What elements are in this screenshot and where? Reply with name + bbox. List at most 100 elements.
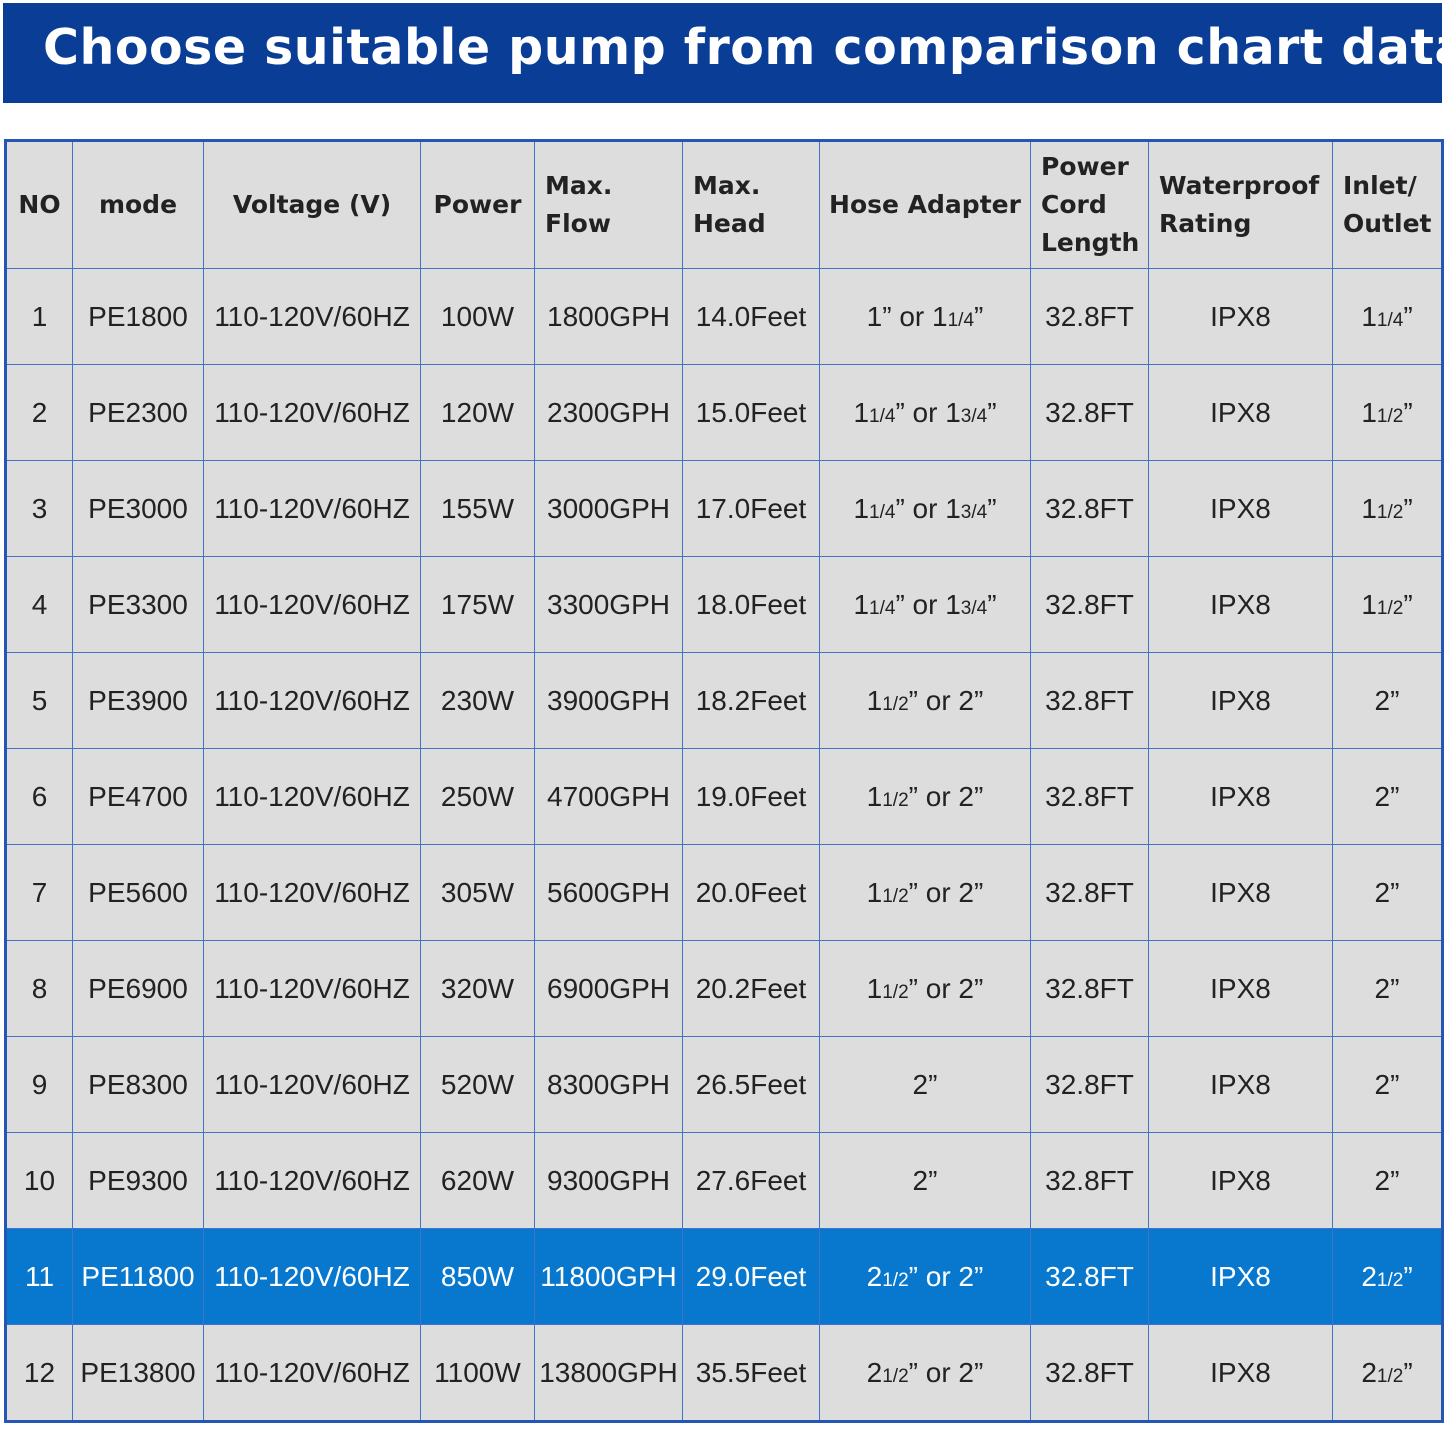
table-cell: 32.8FT <box>1030 748 1149 845</box>
table-cell: 11/2” or 2” <box>819 940 1031 1037</box>
table-cell: 5600GPH <box>534 844 683 941</box>
table-cell: 110-120V/60HZ <box>203 460 421 557</box>
table-cell: PE1800 <box>72 268 204 365</box>
table-cell: PE2300 <box>72 364 204 461</box>
table-cell: 850W <box>420 1228 535 1325</box>
table-cell: IPX8 <box>1148 556 1333 653</box>
table-cell: 2” <box>819 1132 1031 1229</box>
table-cell: 1 <box>5 268 73 365</box>
table-cell: PE3000 <box>72 460 204 557</box>
table-cell: 110-120V/60HZ <box>203 1324 421 1422</box>
table-cell: 2” <box>1332 1132 1443 1229</box>
table-cell: 250W <box>420 748 535 845</box>
table-cell: 110-120V/60HZ <box>203 364 421 461</box>
table-cell: 110-120V/60HZ <box>203 1228 421 1325</box>
column-header: NO <box>5 140 73 269</box>
table-cell: 3 <box>5 460 73 557</box>
table-row: 5 PE3900 110-120V/60HZ 230W 3900GPH 18.2Feet 1… <box>5 652 1443 749</box>
table-cell: 8300GPH <box>534 1036 683 1133</box>
table-row: 12 PE13800 110-120V/60HZ 1100W 13800GPH 35.5F… <box>5 1324 1443 1422</box>
table-cell: PE6900 <box>72 940 204 1037</box>
table-cell: IPX8 <box>1148 844 1333 941</box>
table-cell: 32.8FT <box>1030 1228 1149 1325</box>
table-cell: 110-120V/60HZ <box>203 748 421 845</box>
header-row: NO mode Voltage (V) Power Max. Flow Max. Head… <box>5 140 1443 269</box>
table-row: 1 PE1800 110-120V/60HZ 100W 1800GPH 14.0Feet 1… <box>5 268 1443 365</box>
table-cell: 110-120V/60HZ <box>203 940 421 1037</box>
table-cell: 2” <box>1332 1036 1443 1133</box>
table-cell: 6900GPH <box>534 940 683 1037</box>
table-cell: 100W <box>420 268 535 365</box>
table-head: NO mode Voltage (V) Power Max. Flow Max. Head… <box>5 140 1443 269</box>
table-cell: PE8300 <box>72 1036 204 1133</box>
table-cell: 110-120V/60HZ <box>203 1036 421 1133</box>
table-cell: 18.2Feet <box>682 652 820 749</box>
table-cell: 9300GPH <box>534 1132 683 1229</box>
table-cell: 2” <box>819 1036 1031 1133</box>
table-cell: 11/2” or 2” <box>819 748 1031 845</box>
table-cell: 11/4” or 13/4” <box>819 556 1031 653</box>
table-cell: 6 <box>5 748 73 845</box>
column-header: Power Cord Length <box>1030 140 1149 269</box>
column-header: Power <box>420 140 535 269</box>
table-cell: 620W <box>420 1132 535 1229</box>
table-cell: IPX8 <box>1148 460 1333 557</box>
table-cell: PE9300 <box>72 1132 204 1229</box>
table-cell: 11/4” or 13/4” <box>819 460 1031 557</box>
table-cell: 1800GPH <box>534 268 683 365</box>
table-row: 8 PE6900 110-120V/60HZ 320W 6900GPH 20.2Feet 1… <box>5 940 1443 1037</box>
table-cell: 32.8FT <box>1030 1132 1149 1229</box>
column-header: Max. Flow <box>534 140 683 269</box>
column-header: Max. Head <box>682 140 820 269</box>
table-row: 11 PE11800 110-120V/60HZ 850W 11800GPH 29.0Fe… <box>5 1228 1443 1325</box>
column-header: mode <box>72 140 204 269</box>
table-cell: 8 <box>5 940 73 1037</box>
table-row: 7 PE5600 110-120V/60HZ 305W 5600GPH 20.0Feet 1… <box>5 844 1443 941</box>
table-cell: 29.0Feet <box>682 1228 820 1325</box>
table-row: 4 PE3300 110-120V/60HZ 175W 3300GPH 18.0Feet 1… <box>5 556 1443 653</box>
table-cell: 12 <box>5 1324 73 1422</box>
title-banner: Choose suitable pump from comparison cha… <box>3 3 1445 103</box>
table-cell: 155W <box>420 460 535 557</box>
table-cell: 320W <box>420 940 535 1037</box>
column-header: Inlet/ Outlet <box>1332 140 1443 269</box>
table-cell: PE13800 <box>72 1324 204 1422</box>
table-cell: 11/2” or 2” <box>819 652 1031 749</box>
column-header: Waterproof Rating <box>1148 140 1333 269</box>
table-cell: 20.2Feet <box>682 940 820 1037</box>
table-row: 3 PE3000 110-120V/60HZ 155W 3000GPH 17.0Feet 1… <box>5 460 1443 557</box>
table-cell: 11800GPH <box>534 1228 683 1325</box>
table-cell: 10 <box>5 1132 73 1229</box>
table-row: 10 PE9300 110-120V/60HZ 620W 9300GPH 27.6Feet… <box>5 1132 1443 1229</box>
column-header: Hose Adapter <box>819 140 1031 269</box>
table-body: 1 PE1800 110-120V/60HZ 100W 1800GPH 14.0Feet 1… <box>5 268 1443 1422</box>
table-cell: 32.8FT <box>1030 940 1149 1037</box>
table-cell: 110-120V/60HZ <box>203 268 421 365</box>
table-cell: IPX8 <box>1148 748 1333 845</box>
table-cell: 11/4” <box>1332 268 1443 365</box>
table-cell: 175W <box>420 556 535 653</box>
table-cell: 11/2” <box>1332 364 1443 461</box>
table-cell: IPX8 <box>1148 1132 1333 1229</box>
table-cell: 110-120V/60HZ <box>203 844 421 941</box>
table-cell: 110-120V/60HZ <box>203 556 421 653</box>
table-cell: 13800GPH <box>534 1324 683 1422</box>
table-cell: 110-120V/60HZ <box>203 1132 421 1229</box>
table-cell: 2” <box>1332 844 1443 941</box>
table-cell: 32.8FT <box>1030 556 1149 653</box>
table-cell: PE3900 <box>72 652 204 749</box>
table-cell: 21/2” or 2” <box>819 1324 1031 1422</box>
table-cell: 9 <box>5 1036 73 1133</box>
title: Choose suitable pump from comparison cha… <box>43 19 1445 76</box>
table-cell: 1” or 11/4” <box>819 268 1031 365</box>
table-cell: 11 <box>5 1228 73 1325</box>
table-cell: 2 <box>5 364 73 461</box>
table-cell: 4700GPH <box>534 748 683 845</box>
table-cell: 2” <box>1332 940 1443 1037</box>
table-cell: 15.0Feet <box>682 364 820 461</box>
table-cell: 20.0Feet <box>682 844 820 941</box>
table-row: 6 PE4700 110-120V/60HZ 250W 4700GPH 19.0Feet 1… <box>5 748 1443 845</box>
table-cell: 32.8FT <box>1030 268 1149 365</box>
table-cell: 11/4” or 13/4” <box>819 364 1031 461</box>
